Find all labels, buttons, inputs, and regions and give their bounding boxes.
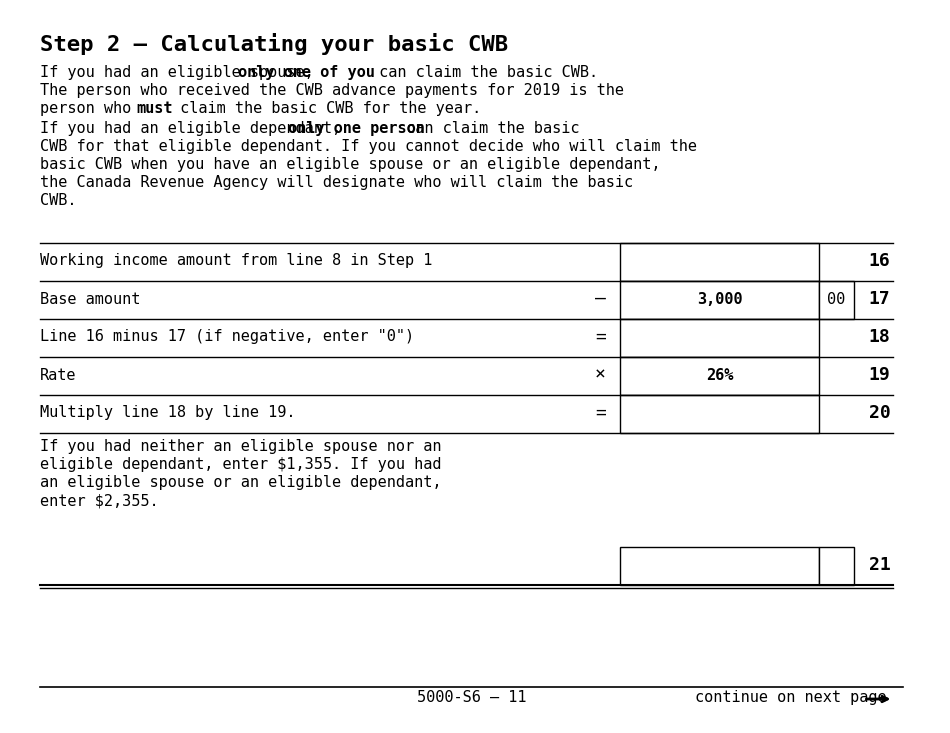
Text: Base amount: Base amount [40,292,140,306]
Text: Step 2 – Calculating your basic CWB: Step 2 – Calculating your basic CWB [40,33,508,55]
Text: continue on next page: continue on next page [694,690,896,705]
Text: Line 16 minus 17 (if negative, enter "0"): Line 16 minus 17 (if negative, enter "0"… [40,330,414,345]
Text: 19: 19 [868,366,890,384]
Text: an eligible spouse or an eligible dependant,: an eligible spouse or an eligible depend… [40,475,441,490]
Text: Working income amount from line 8 in Step 1: Working income amount from line 8 in Ste… [40,254,432,268]
Bar [620,395,819,433]
Text: ×: × [595,366,606,384]
Text: person who: person who [40,101,140,116]
Bar [819,281,854,319]
Text: 16: 16 [868,252,890,270]
Text: The person who received the CWB advance payments for 2019 is the: The person who received the CWB advance … [40,83,624,98]
Text: Rate: Rate [40,367,76,383]
Text: enter $2,355.: enter $2,355. [40,493,159,508]
Bar [620,281,819,319]
Bar [620,357,819,395]
Text: =: = [595,328,606,346]
Text: the Canada Revenue Agency will designate who will claim the basic: the Canada Revenue Agency will designate… [40,175,633,190]
Text: 5000-S6 – 11: 5000-S6 – 11 [417,690,526,705]
Text: –: – [595,290,606,308]
Text: 00: 00 [827,292,846,306]
Text: eligible dependant, enter $1,355. If you had: eligible dependant, enter $1,355. If you… [40,457,441,472]
Text: 18: 18 [868,328,890,346]
Bar [620,319,819,357]
Text: only one person: only one person [288,121,425,136]
Text: basic CWB when you have an eligible spouse or an eligible dependant,: basic CWB when you have an eligible spou… [40,157,660,172]
Text: can claim the basic: can claim the basic [397,121,580,136]
Bar [620,547,819,585]
Text: must: must [137,101,173,116]
Text: If you had an eligible dependant,: If you had an eligible dependant, [40,121,350,136]
Text: =: = [595,404,606,422]
Text: only one of you: only one of you [238,65,375,80]
Bar [819,547,854,585]
Text: claim the basic CWB for the year.: claim the basic CWB for the year. [172,101,482,116]
Text: If you had neither an eligible spouse nor an: If you had neither an eligible spouse no… [40,439,441,454]
Text: 17: 17 [868,290,890,308]
Bar [620,243,819,281]
Text: can claim the basic CWB.: can claim the basic CWB. [370,65,598,80]
Text: CWB.: CWB. [40,193,76,208]
Text: 26%: 26% [706,367,733,383]
Text: 20: 20 [868,404,890,422]
Text: Multiply line 18 by line 19.: Multiply line 18 by line 19. [40,405,295,421]
Text: 3,000: 3,000 [697,292,743,306]
Text: CWB for that eligible dependant. If you cannot decide who will claim the: CWB for that eligible dependant. If you … [40,139,696,154]
Text: If you had an eligible spouse,: If you had an eligible spouse, [40,65,323,80]
Text: 21: 21 [868,556,890,574]
